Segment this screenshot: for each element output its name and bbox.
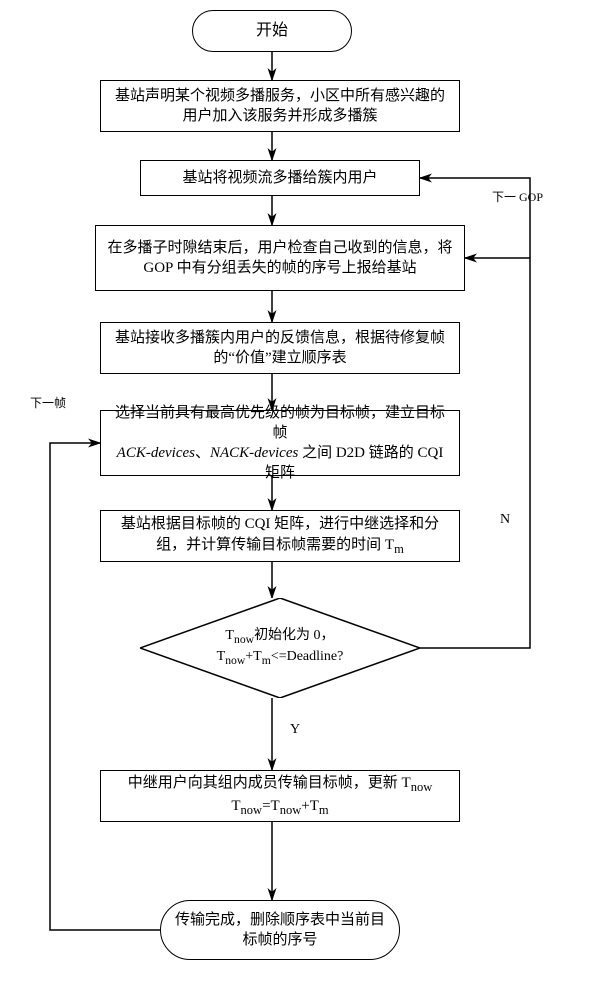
node-n7: 中继用户向其组内成员传输目标帧，更新 TnowTnow=Tnow+Tm: [100, 770, 460, 822]
node-n4-text: 基站接收多播簇内用户的反馈信息，根据待修复帧的“价值”建立顺序表: [109, 328, 451, 369]
node-n3: 在多播子时隙结束后，用户检查自己收到的信息，将 GOP 中有分组丢失的帧的序号上…: [95, 225, 465, 291]
node-start: 开始: [192, 10, 352, 52]
node-decision: Tnow初始化为 0，Tnow+Tm<=Deadline?: [140, 598, 420, 698]
label-next-gop: 下一 GOP: [492, 188, 543, 205]
node-n3-text: 在多播子时隙结束后，用户检查自己收到的信息，将 GOP 中有分组丢失的帧的序号上…: [104, 238, 456, 279]
node-n5: 选择当前具有最高优先级的帧为目标帧，建立目标帧ACK-devices、NACK-…: [100, 410, 460, 476]
node-n6: 基站根据目标帧的 CQI 矩阵，进行中继选择和分组，并计算传输目标帧需要的时间 …: [100, 510, 460, 562]
flow-arrows: [0, 0, 598, 1000]
node-end-text: 传输完成，删除顺序表中当前目标帧的序号: [169, 910, 391, 951]
label-yes: Y: [290, 722, 300, 738]
label-next-frame: 下一帧: [30, 394, 66, 411]
node-decision-text: Tnow初始化为 0，Tnow+Tm<=Deadline?: [217, 627, 344, 668]
node-n7-text: 中继用户向其组内成员传输目标帧，更新 TnowTnow=Tnow+Tm: [128, 773, 432, 819]
node-n1: 基站声明某个视频多播服务，小区中所有感兴趣的用户加入该服务并形成多播簇: [100, 80, 460, 132]
node-start-text: 开始: [256, 20, 288, 42]
node-n1-text: 基站声明某个视频多播服务，小区中所有感兴趣的用户加入该服务并形成多播簇: [109, 86, 451, 127]
node-n5-text: 选择当前具有最高优先级的帧为目标帧，建立目标帧ACK-devices、NACK-…: [109, 403, 451, 484]
node-end: 传输完成，删除顺序表中当前目标帧的序号: [160, 900, 400, 960]
label-no: N: [500, 512, 510, 528]
node-n4: 基站接收多播簇内用户的反馈信息，根据待修复帧的“价值”建立顺序表: [100, 322, 460, 374]
node-n2: 基站将视频流多播给簇内用户: [140, 160, 420, 196]
node-n6-text: 基站根据目标帧的 CQI 矩阵，进行中继选择和分组，并计算传输目标帧需要的时间 …: [109, 514, 451, 557]
node-n2-text: 基站将视频流多播给簇内用户: [182, 168, 377, 188]
